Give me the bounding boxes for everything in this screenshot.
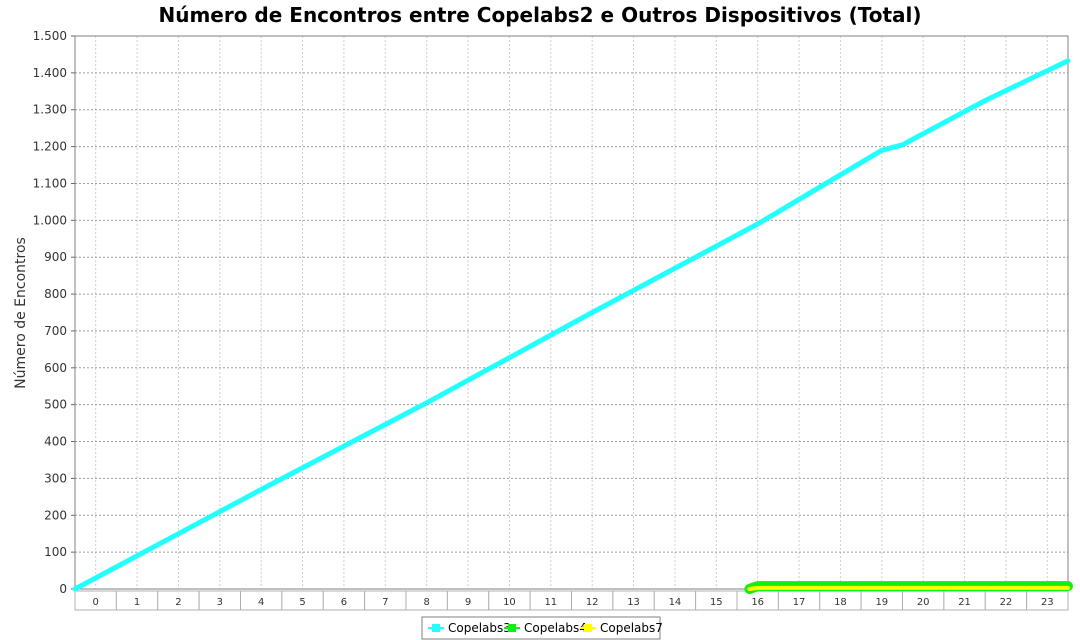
series-line-copelabs3 (72, 58, 1071, 592)
x-tick-label: 21 (958, 597, 971, 608)
y-tick-label: 600 (44, 361, 67, 375)
y-axis-label: Número de Encontros (13, 237, 29, 389)
y-tick-label: 700 (44, 324, 67, 338)
y-tick-label: 300 (44, 471, 67, 485)
x-tick-label: 18 (834, 597, 847, 608)
x-tick-label: 11 (544, 597, 557, 608)
x-tick-label: 14 (669, 597, 682, 608)
chart-title: Número de Encontros entre Copelabs2 e Ou… (158, 3, 921, 27)
x-tick-label: 16 (751, 597, 764, 608)
y-tick-label: 500 (44, 398, 67, 412)
y-tick-label: 800 (44, 287, 67, 301)
series-line-copelabs7 (747, 585, 1070, 591)
y-tick-label: 1.000 (33, 213, 67, 227)
x-tick-label: 13 (627, 597, 640, 608)
x-tick-label: 9 (465, 597, 471, 608)
y-tick-label: 1.500 (33, 29, 67, 43)
plot-area: 01002003004005006007008009001.0001.1001.… (33, 29, 1073, 611)
x-tick-label: 2 (175, 597, 181, 608)
x-tick-label: 6 (341, 597, 347, 608)
x-tick-label: 5 (299, 597, 305, 608)
legend-box (421, 616, 661, 640)
x-tick-label: 23 (1041, 597, 1054, 608)
x-tick-label: 7 (382, 597, 388, 608)
y-tick-label: 1.400 (33, 66, 67, 80)
y-tick-label: 0 (59, 582, 67, 596)
legend-swatch-marker (508, 624, 516, 632)
x-tick-label: 17 (793, 597, 806, 608)
y-tick-label: 100 (44, 545, 67, 559)
x-tick-label: 15 (710, 597, 723, 608)
x-tick-label: 0 (93, 597, 99, 608)
y-tick-label: 200 (44, 508, 67, 522)
legend-swatch-marker (432, 624, 440, 632)
legend: Copelabs3 Copelabs4 Copelabs7 (421, 616, 663, 640)
plot-background (75, 36, 1068, 589)
legend-swatch-marker (584, 624, 592, 632)
y-tick-label: 1.300 (33, 103, 67, 117)
x-tick-label: 20 (917, 597, 930, 608)
y-tick-label: 1.200 (33, 140, 67, 154)
x-tick-label: 4 (258, 597, 264, 608)
x-tick-label: 1 (134, 597, 140, 608)
x-tick-label: 8 (424, 597, 430, 608)
legend-label: Copelabs7 (600, 621, 663, 635)
x-tick-label: 3 (217, 597, 223, 608)
y-tick-label: 900 (44, 250, 67, 264)
y-tick-label: 1.100 (33, 176, 67, 190)
legend-label: Copelabs3 (448, 621, 511, 635)
plot-border (74, 35, 1069, 590)
legend-label: Copelabs4 (524, 621, 587, 635)
x-tick-label: 10 (503, 597, 516, 608)
x-tick-label: 22 (1000, 597, 1013, 608)
x-tick-label: 12 (586, 597, 599, 608)
x-tick-label: 19 (875, 597, 888, 608)
y-tick-label: 400 (44, 435, 67, 449)
